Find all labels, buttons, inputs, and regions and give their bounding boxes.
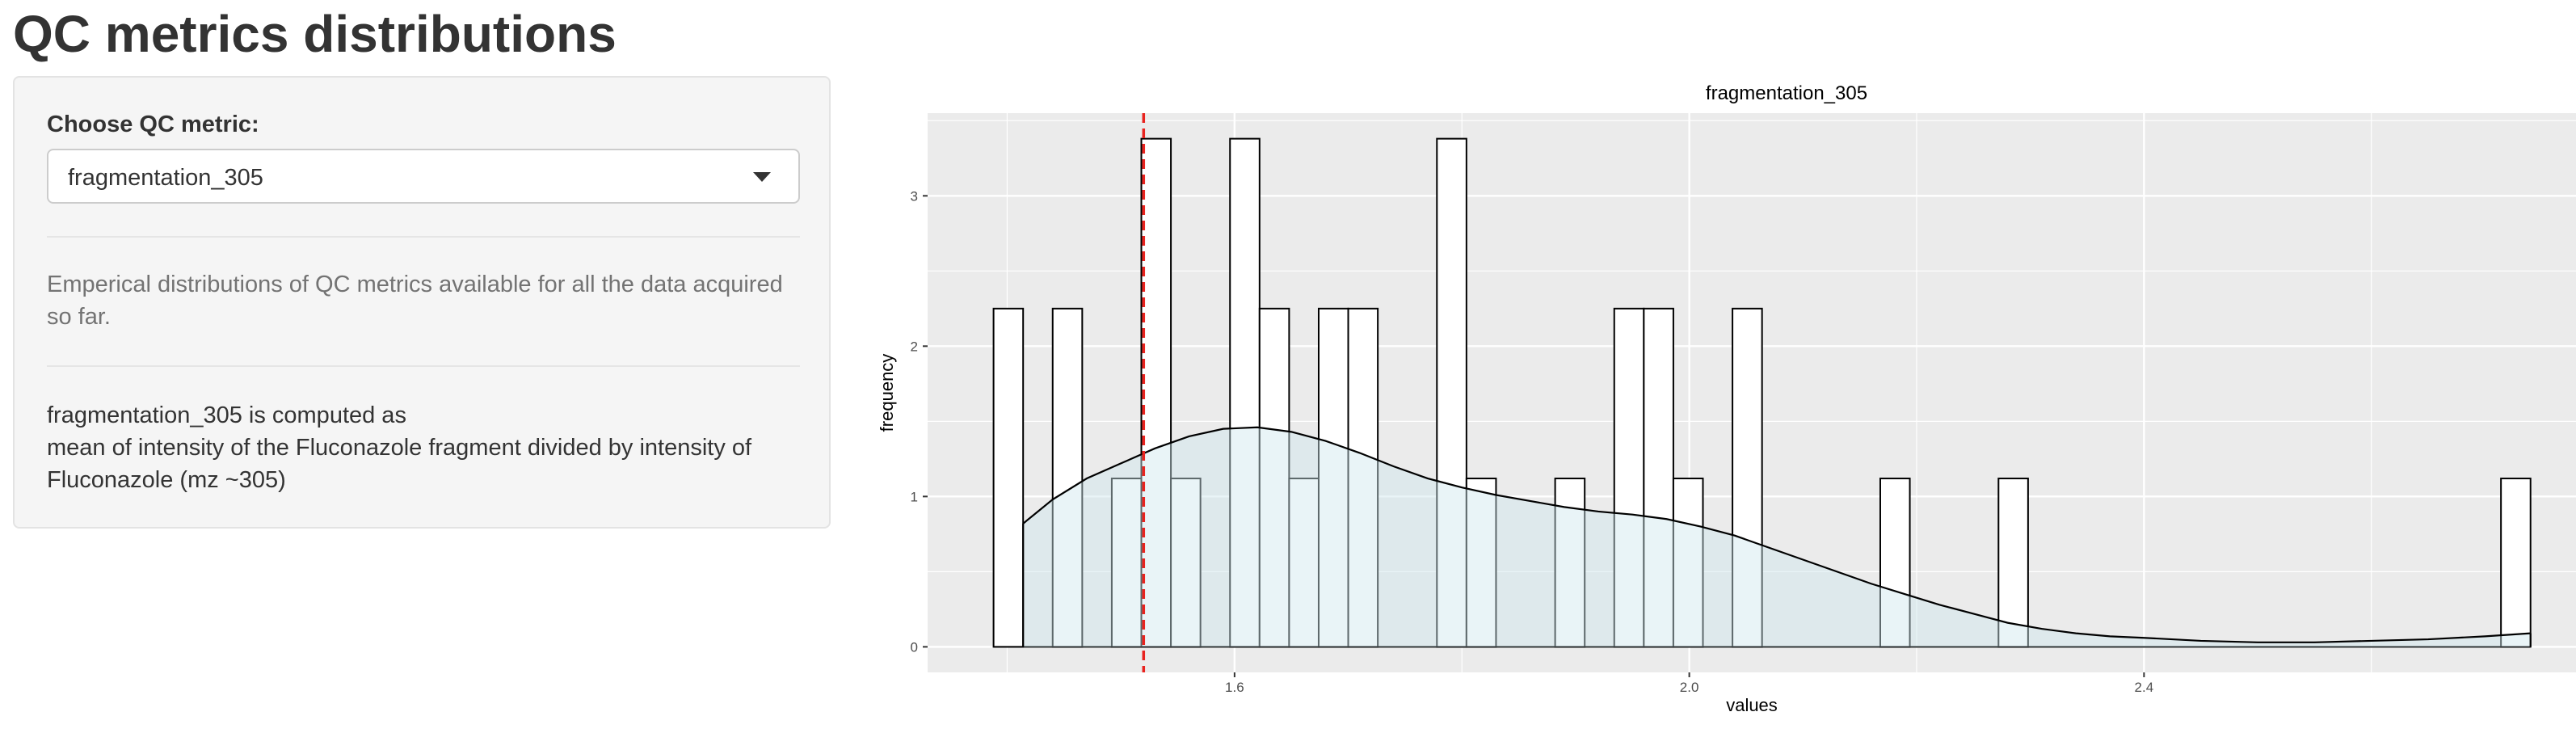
histogram-bar — [2500, 478, 2532, 648]
help-text: Emperical distributions of QC metrics av… — [47, 272, 783, 330]
x-tick-label: 2.4 — [2135, 680, 2154, 695]
y-tick-label: 3 — [911, 188, 918, 204]
histogram-bar — [1436, 137, 1467, 648]
y-axis-label: frequency — [877, 354, 897, 432]
histogram-bar — [1051, 307, 1084, 648]
histogram-bar — [1288, 478, 1320, 648]
qc-metric-selected-value: fragmentation_305 — [68, 165, 263, 191]
sidebar-panel: Choose QC metric: fragmentation_305 Empe… — [13, 76, 831, 529]
chart-title: fragmentation_305 — [1706, 82, 1867, 104]
histogram-bar — [1317, 307, 1349, 648]
x-axis-label: values — [1726, 695, 1778, 715]
histogram-bar — [1229, 137, 1261, 648]
x-tick-label: 1.6 — [1225, 680, 1244, 695]
histogram-bar — [1879, 478, 1911, 648]
y-tick-label: 1 — [911, 489, 918, 504]
page-title: QC metrics distributions — [13, 5, 617, 63]
chevron-down-icon[interactable] — [753, 172, 771, 182]
histogram-bar — [1643, 307, 1674, 648]
histogram-bar — [1258, 307, 1290, 648]
y-tick-label: 0 — [911, 639, 918, 655]
metric-definition-text: mean of intensity of the Fluconazole fra… — [47, 435, 752, 493]
density-area — [1023, 427, 2531, 647]
density-curve — [1022, 426, 2531, 643]
x-tick-label: 2.0 — [1680, 680, 1699, 695]
histogram-bar — [1732, 307, 1763, 648]
y-axis-ticks: 0 1 2 3 — [911, 188, 928, 655]
divider — [47, 236, 800, 238]
qc-metric-select[interactable]: fragmentation_305 — [47, 149, 800, 204]
histogram-bar — [1465, 478, 1497, 648]
y-tick-label: 2 — [911, 339, 918, 354]
metric-definition-title: fragmentation_305 is computed as — [47, 402, 406, 428]
histogram-bar — [1347, 307, 1379, 648]
histogram-bars — [992, 137, 2532, 648]
qc-metric-label: Choose QC metric: — [47, 112, 259, 137]
histogram-bar — [992, 307, 1025, 648]
histogram-bar — [1110, 478, 1143, 648]
histogram-bar — [1170, 478, 1202, 648]
density-curve-group — [1022, 426, 2532, 647]
histogram-bar — [1672, 478, 1704, 648]
histogram-bar — [1997, 478, 2029, 648]
metric-definition: fragmentation_305 is computed as mean of… — [47, 399, 806, 496]
histogram-bar — [1140, 137, 1172, 648]
x-axis-ticks: 1.6 2.0 2.4 — [1225, 672, 2153, 695]
divider — [47, 365, 800, 367]
histogram-bar — [1613, 307, 1645, 648]
